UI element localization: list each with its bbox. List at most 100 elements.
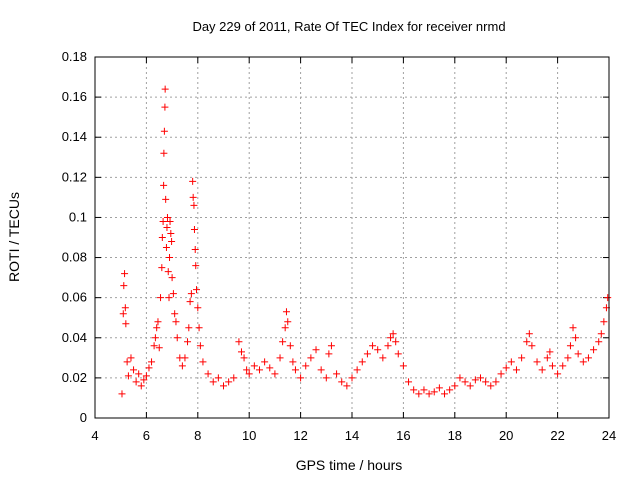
data-point (271, 370, 279, 378)
data-point (312, 346, 320, 354)
data-point (415, 390, 423, 398)
data-point (185, 324, 193, 332)
data-point (446, 386, 454, 394)
data-point (122, 320, 130, 328)
data-point (425, 390, 433, 398)
data-point (160, 149, 168, 157)
data-point (343, 382, 351, 390)
data-point (379, 354, 387, 362)
data-point (127, 354, 135, 362)
data-point (168, 274, 176, 282)
data-point (348, 374, 356, 382)
data-point (204, 370, 212, 378)
data-point (279, 338, 287, 346)
data-point (160, 181, 168, 189)
data-point (163, 213, 171, 221)
data-point (471, 376, 479, 384)
data-point (572, 334, 580, 342)
data-point (214, 374, 222, 382)
data-point (600, 318, 608, 326)
data-point (235, 338, 243, 346)
data-point (420, 386, 428, 394)
x-tick-label: 22 (550, 428, 564, 443)
y-tick-label: 0.18 (62, 49, 87, 64)
data-point (410, 386, 418, 394)
data-point (525, 330, 533, 338)
data-point (502, 364, 510, 372)
data-point (512, 366, 520, 374)
y-tick-label: 0 (80, 410, 87, 425)
data-point (327, 342, 335, 350)
data-point (161, 85, 169, 93)
data-point (584, 354, 592, 362)
data-point (302, 362, 310, 370)
data-point (497, 370, 505, 378)
chart-title: Day 229 of 2011, Rate Of TEC Index for r… (192, 19, 505, 34)
data-point (120, 282, 128, 290)
data-point (137, 382, 145, 390)
data-point (358, 358, 366, 366)
data-point (604, 294, 612, 302)
data-point (191, 246, 199, 254)
data-point (523, 338, 531, 346)
data-point (162, 244, 170, 252)
data-point (389, 330, 397, 338)
data-point (151, 334, 159, 342)
x-tick-label: 14 (345, 428, 359, 443)
data-point (487, 382, 495, 390)
data-point (166, 254, 174, 262)
x-tick-label: 6 (143, 428, 150, 443)
y-tick-label: 0.16 (62, 89, 87, 104)
data-point (140, 376, 148, 384)
data-point (250, 362, 258, 370)
data-point (173, 334, 181, 342)
x-tick-label: 16 (396, 428, 410, 443)
data-point (123, 358, 131, 366)
data-point (142, 372, 150, 380)
axis-ticks: 4 6 8 10 12 14 16 18 20 22 24 0 0.02 0.04 0.06 0.08 0.1 0… (62, 49, 617, 443)
data-point (569, 324, 577, 332)
grid (95, 57, 609, 418)
data-point (325, 350, 333, 358)
data-point (533, 358, 541, 366)
data-point (282, 308, 290, 316)
data-point (132, 378, 140, 386)
data-point (135, 370, 143, 378)
y-axis-label: ROTI / TECUs (6, 192, 22, 282)
data-point (240, 354, 248, 362)
data-point (190, 225, 198, 233)
data-point (225, 378, 233, 386)
data-point (430, 388, 438, 396)
data-point (392, 338, 400, 346)
data-point (196, 342, 204, 350)
data-point (150, 342, 158, 350)
data-point (482, 378, 490, 386)
data-point (543, 354, 551, 362)
data-point (266, 364, 274, 372)
data-point (297, 374, 305, 382)
data-point (477, 374, 484, 382)
data-point (124, 372, 132, 380)
data-point (461, 378, 469, 386)
data-point (160, 127, 168, 135)
data-point (579, 358, 587, 366)
data-point (564, 354, 572, 362)
data-point (159, 217, 167, 225)
data-point (566, 342, 574, 350)
data-point (158, 234, 166, 241)
data-point (286, 342, 294, 350)
data-point (154, 318, 162, 326)
data-point (546, 348, 554, 356)
x-tick-label: 18 (448, 428, 462, 443)
data-point (538, 366, 546, 374)
y-tick-label: 0.1 (69, 209, 87, 224)
data-point (189, 177, 197, 185)
data-point (559, 362, 567, 370)
data-point (353, 366, 361, 374)
data-point (163, 223, 171, 231)
data-point (554, 370, 562, 378)
x-tick-label: 10 (242, 428, 256, 443)
data-point (394, 350, 402, 358)
data-point (169, 290, 177, 298)
